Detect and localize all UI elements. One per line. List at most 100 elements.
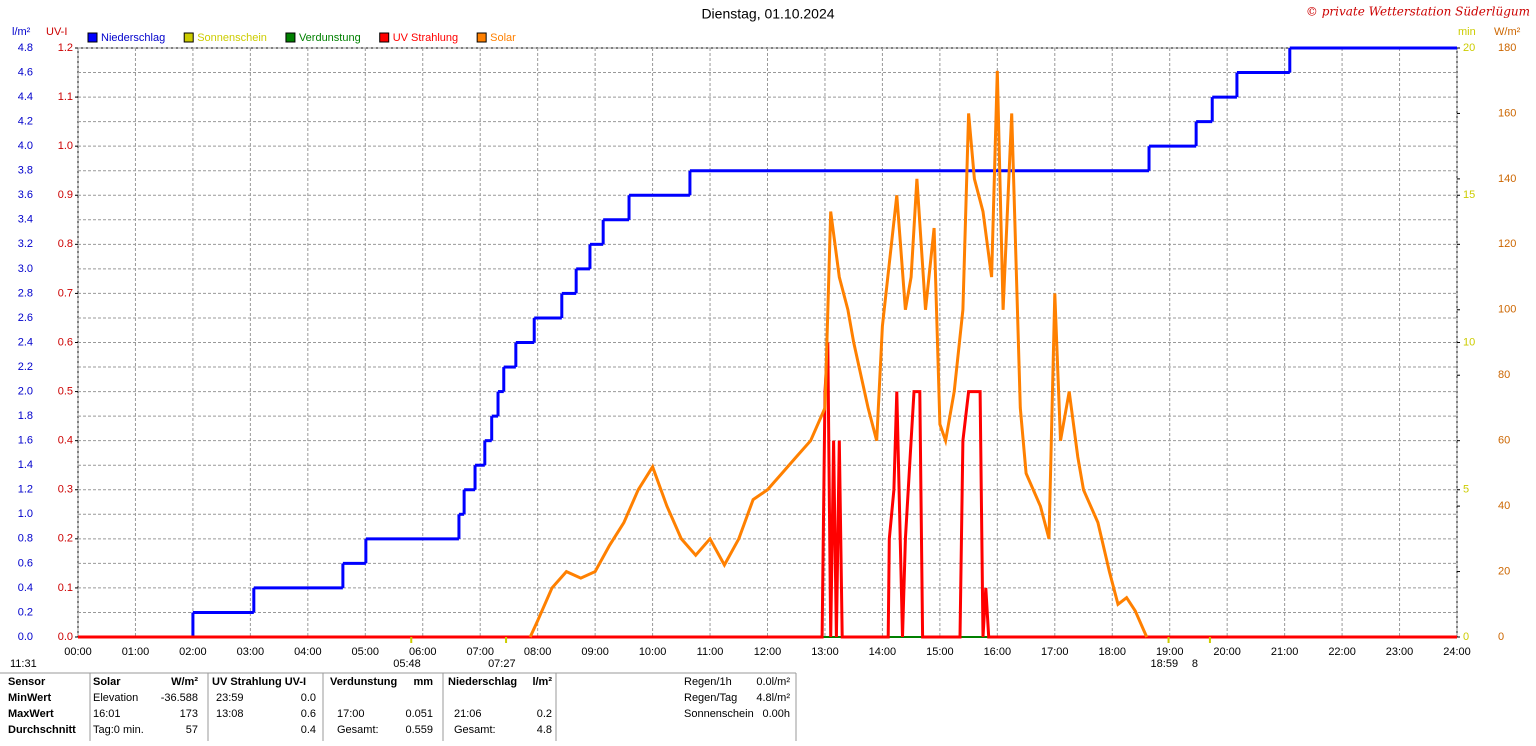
sun-marker-label: 18:59	[1151, 658, 1179, 670]
y-tick-label: 0.6	[18, 557, 33, 569]
y-tick-label: 0.3	[58, 484, 73, 496]
legend-swatch	[87, 32, 98, 43]
y-tick-label: 1.1	[58, 91, 73, 103]
y-tick-label: 0.4	[18, 582, 33, 594]
x-tick-label: 00:00	[64, 646, 92, 658]
x-tick-label: 09:00	[581, 646, 609, 658]
table-cell: -36.588	[161, 692, 198, 704]
x-tick-label: 11:00	[697, 646, 724, 658]
y-tick-label: 1.8	[18, 410, 33, 422]
chart-title: Dienstag, 01.10.2024	[701, 6, 834, 22]
y-tick-label: 2.6	[18, 312, 33, 324]
table-cell: Elevation	[93, 692, 138, 704]
axis-title: W/m²	[1494, 26, 1521, 38]
x-tick-label: 14:00	[869, 646, 897, 658]
x-tick-label: 04:00	[294, 646, 322, 658]
x-tick-label: 08:00	[524, 646, 552, 658]
y-tick-label: 3.6	[18, 189, 33, 201]
y-tick-label: 3.0	[18, 263, 33, 275]
table-cell: Durchschnitt	[8, 724, 76, 736]
x-tick-label: 18:00	[1098, 646, 1126, 658]
x-tick-label: 17:00	[1041, 646, 1069, 658]
sun-marker-label: 05:48	[393, 658, 421, 670]
y-tick-label: 0.5	[58, 385, 73, 397]
y-tick-label: 0.1	[58, 582, 73, 594]
y-tick-label: 4.6	[18, 66, 33, 78]
y-tick-label: 2.2	[18, 361, 33, 373]
y-tick-label: 1.6	[18, 435, 33, 447]
summary-value: 4.8l/m²	[756, 692, 790, 704]
legend-label: Verdunstung	[299, 32, 361, 44]
x-tick-label: 22:00	[1328, 646, 1356, 658]
table-cell: 4.8	[537, 724, 552, 736]
table-cell: Gesamt:	[337, 724, 379, 736]
x-tick-label: 10:00	[639, 646, 667, 658]
y-tick-label: 60	[1498, 435, 1510, 447]
table-header: Niederschlag	[448, 676, 517, 688]
y-tick-label: 4.4	[18, 91, 33, 103]
series-line	[528, 70, 1149, 638]
y-tick-label: 100	[1498, 304, 1516, 316]
y-tick-label: 1.2	[18, 484, 33, 496]
table-cell: Gesamt:	[454, 724, 496, 736]
x-tick-label: 12:00	[754, 646, 782, 658]
legend-label: UV Strahlung	[393, 32, 458, 44]
table-header: Solar	[93, 676, 121, 688]
table-cell: 21:06	[454, 708, 482, 720]
summary-value: 0.00h	[762, 708, 790, 720]
x-tick-label: 16:00	[984, 646, 1012, 658]
table-cell: MaxWert	[8, 708, 54, 720]
y-tick-label: 0.6	[58, 336, 73, 348]
y-tick-label: 0.0	[58, 631, 73, 643]
table-cell: 13:08	[216, 708, 244, 720]
table-cell: MinWert	[8, 692, 52, 704]
x-tick-label: 15:00	[926, 646, 954, 658]
table-cell: 173	[180, 708, 198, 720]
y-tick-label: 0.4	[58, 435, 73, 447]
series-line	[78, 342, 1457, 639]
x-tick-label: 21:00	[1271, 646, 1299, 658]
sun-marker-label: 07:27	[488, 658, 516, 670]
y-tick-label: 0.9	[58, 189, 73, 201]
x-tick-label: 06:00	[409, 646, 437, 658]
axis-title: UV-I	[46, 26, 67, 38]
x-tick-label: 02:00	[179, 646, 207, 658]
summary-label: Sonnenschein	[684, 708, 754, 720]
axis-title: l/m²	[12, 26, 31, 38]
y-tick-label: 0.8	[18, 533, 33, 545]
table-cell: 0.051	[405, 708, 433, 720]
x-tick-label: 23:00	[1386, 646, 1414, 658]
x-tick-label: 20:00	[1213, 646, 1241, 658]
x-tick-label: 13:00	[811, 646, 839, 658]
table-cell: 57	[186, 724, 198, 736]
y-tick-label: 20	[1463, 42, 1475, 54]
legend-label: Solar	[490, 32, 516, 44]
legend-swatch	[285, 32, 296, 43]
y-tick-label: 4.2	[18, 116, 33, 128]
y-tick-label: 160	[1498, 107, 1516, 119]
y-tick-label: 1.2	[58, 42, 73, 54]
y-tick-label: 3.8	[18, 165, 33, 177]
y-tick-label: 2.8	[18, 287, 33, 299]
y-tick-label: 4.8	[18, 42, 33, 54]
sun-marker-label: 8	[1192, 658, 1198, 670]
y-tick-label: 0.2	[58, 533, 73, 545]
table-cell: 0.0	[301, 692, 316, 704]
table-cell: Tag:0 min.	[93, 724, 144, 736]
summary-value: 0.0l/m²	[756, 676, 790, 688]
x-tick-label: 01:00	[122, 646, 150, 658]
y-tick-label: 120	[1498, 238, 1516, 250]
y-tick-label: 15	[1463, 189, 1475, 201]
table-header: Verdunstung	[330, 676, 397, 688]
table-cell: 17:00	[337, 708, 365, 720]
table-cell: 0.4	[301, 724, 316, 736]
axis-title: min	[1458, 26, 1476, 38]
y-tick-label: 2.0	[18, 385, 33, 397]
table-cell: 23:59	[216, 692, 244, 704]
summary-label: Regen/1h	[684, 676, 732, 688]
y-tick-label: 1.0	[58, 140, 73, 152]
y-tick-label: 0	[1463, 631, 1469, 643]
legend-swatch	[476, 32, 487, 43]
sun-marker-label: 11:31	[10, 658, 37, 670]
